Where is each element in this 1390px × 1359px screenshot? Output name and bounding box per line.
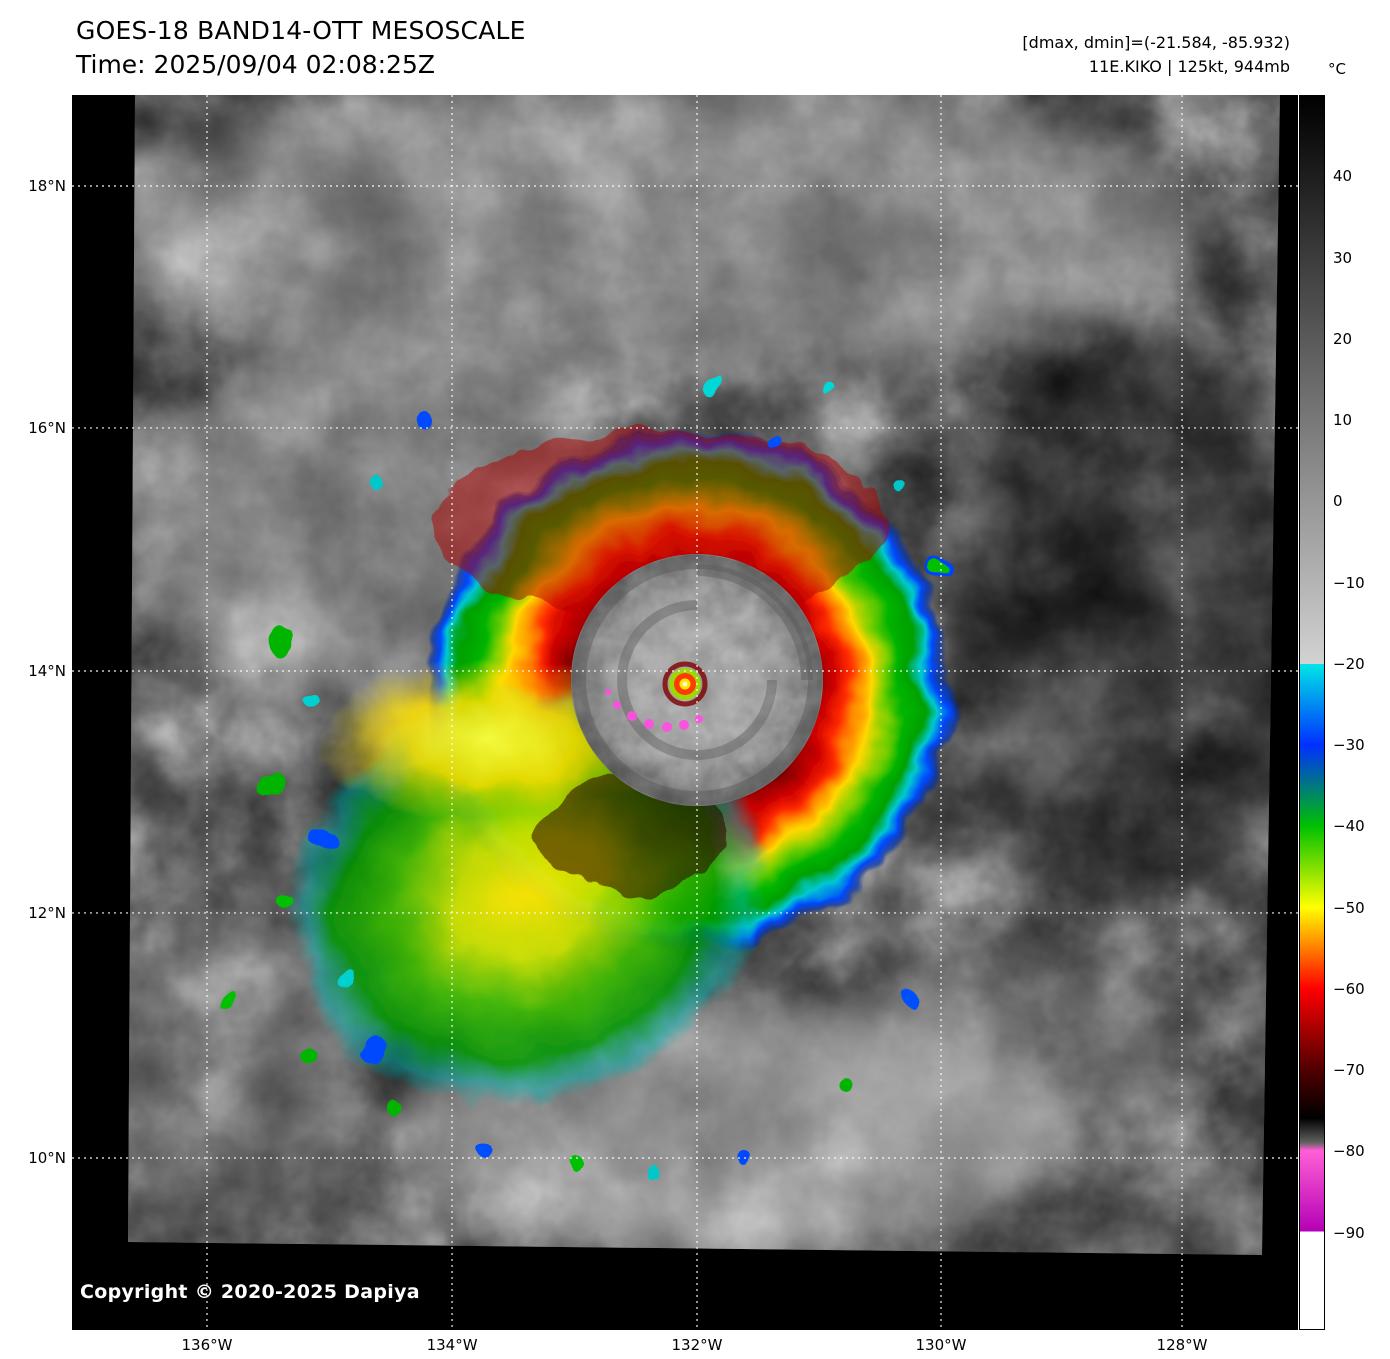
colorbar-tick-label: −90 xyxy=(1333,1223,1365,1242)
product-title: GOES-18 BAND14-OTT MESOSCALE xyxy=(76,16,526,45)
graticule xyxy=(72,95,1298,1330)
longitude-label: 128°W xyxy=(1156,1336,1208,1354)
colorbar-tick-label: 40 xyxy=(1333,167,1353,186)
coldest-pixels-magenta xyxy=(605,689,703,732)
colorbar-tick-label: 0 xyxy=(1333,492,1343,511)
colorbar-tick-label: −30 xyxy=(1333,736,1365,754)
colorbar-tick-label: 30 xyxy=(1333,248,1353,267)
longitude-label: 132°W xyxy=(671,1336,723,1354)
latitude-label: 16°N xyxy=(28,418,66,437)
colorbar-tick-label: −60 xyxy=(1333,979,1365,998)
colorbar-tick-label: 10 xyxy=(1333,411,1353,429)
colorbar-gradient xyxy=(1299,95,1325,1330)
longitude-label: 134°W xyxy=(426,1336,478,1354)
colorbar-tick-label: −10 xyxy=(1333,573,1365,592)
copyright-watermark: Copyright © 2020-2025 Dapiya xyxy=(80,1281,420,1303)
latitude-label: 12°N xyxy=(28,903,66,922)
latitude-label: 10°N xyxy=(28,1148,66,1167)
colorbar-tick-label: −40 xyxy=(1333,817,1365,836)
colorbar-tick-label: −50 xyxy=(1333,898,1365,917)
satellite-image-panel: Copyright © 2020-2025 Dapiya xyxy=(72,95,1298,1330)
colorbar-tick-label: −70 xyxy=(1333,1061,1365,1079)
longitude-label: 130°W xyxy=(915,1336,967,1354)
longitude-label: 136°W xyxy=(181,1336,233,1354)
dmax-dmin-readout: [dmax, dmin]=(-21.584, -85.932) xyxy=(1022,33,1290,52)
cloud-field xyxy=(128,95,1280,1255)
storm-info: 11E.KIKO | 125kt, 944mb xyxy=(1088,57,1290,76)
storm-pinhole-eye xyxy=(662,661,708,707)
satellite-data-swath xyxy=(128,95,1280,1255)
colorbar-tick-label: −80 xyxy=(1333,1142,1365,1161)
storm-eye-region xyxy=(571,554,823,806)
colorbar-tick-label: −20 xyxy=(1333,654,1365,673)
latitude-label: 14°N xyxy=(28,662,66,680)
timestamp: Time: 2025/09/04 02:08:25Z xyxy=(76,50,435,79)
colorbar-tick-label: 20 xyxy=(1333,329,1353,348)
latitude-label: 18°N xyxy=(28,177,66,196)
scattered-convective-cells xyxy=(221,377,953,1188)
satellite-image xyxy=(72,95,1298,1330)
colorbar-unit-label: °C xyxy=(1328,60,1346,78)
